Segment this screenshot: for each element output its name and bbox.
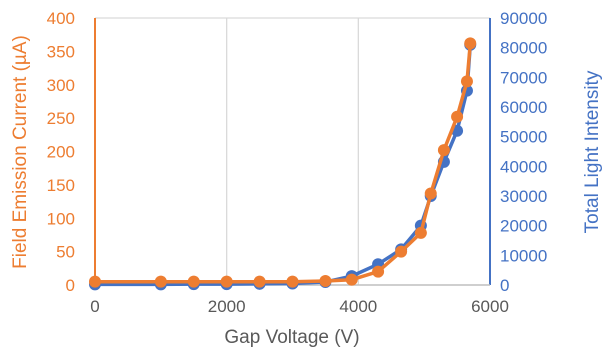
data-point [253,275,266,288]
gridlines [95,17,490,285]
x-tick-label: 6000 [471,297,509,316]
left-tick-label: 50 [56,243,75,262]
x-axis-title: Gap Voltage (V) [224,327,359,348]
right-axis-tick-labels: 0 10000 20000 30000 40000 50000 60000 70000 8000… [500,9,547,295]
right-tick-label: 40000 [500,157,547,176]
series-line [95,44,473,287]
data-point [451,110,464,123]
data-point [424,187,437,200]
left-tick-label: 100 [47,209,75,228]
left-tick-label: 350 [47,42,75,61]
series-line [95,43,473,284]
data-point [460,75,473,88]
right-tick-label: 90000 [500,9,547,28]
left-tick-label: 150 [47,176,75,195]
left-axis-title: Field Emission Current (µA) [10,35,31,269]
left-tick-label: 0 [66,276,75,295]
data-point [464,37,477,50]
data-point [345,273,358,286]
data-point [437,144,450,157]
right-tick-label: 70000 [500,68,547,87]
x-tick-label: 2000 [208,297,246,316]
data-point [319,274,332,287]
right-tick-label: 20000 [500,217,547,236]
left-tick-label: 250 [47,109,75,128]
series-field-emission-current [89,37,477,288]
x-axis-tick-labels: 0 2000 4000 6000 [90,297,509,316]
right-tick-label: 50000 [500,128,547,147]
right-tick-label: 80000 [500,39,547,58]
series-total-light-intensity [89,38,477,291]
left-axis-tick-labels: 0 50 100 150 200 250 300 350 400 [47,9,75,295]
data-point [372,265,385,278]
x-tick-label: 4000 [339,297,377,316]
data-point [286,275,299,288]
right-tick-label: 60000 [500,98,547,117]
axes [94,18,491,286]
right-axis-title: Total Light Intensity [582,70,602,233]
series-layer [89,37,477,291]
data-point [220,275,233,288]
x-tick-label: 0 [90,297,99,316]
left-tick-label: 200 [47,143,75,162]
left-tick-label: 300 [47,76,75,95]
data-point [89,275,101,288]
right-tick-label: 10000 [500,246,547,265]
right-tick-label: 0 [500,276,509,295]
data-point [187,275,200,288]
data-point [395,245,408,258]
left-tick-label: 400 [47,9,75,28]
data-point [414,226,427,239]
data-point [154,275,167,288]
right-tick-label: 30000 [500,187,547,206]
